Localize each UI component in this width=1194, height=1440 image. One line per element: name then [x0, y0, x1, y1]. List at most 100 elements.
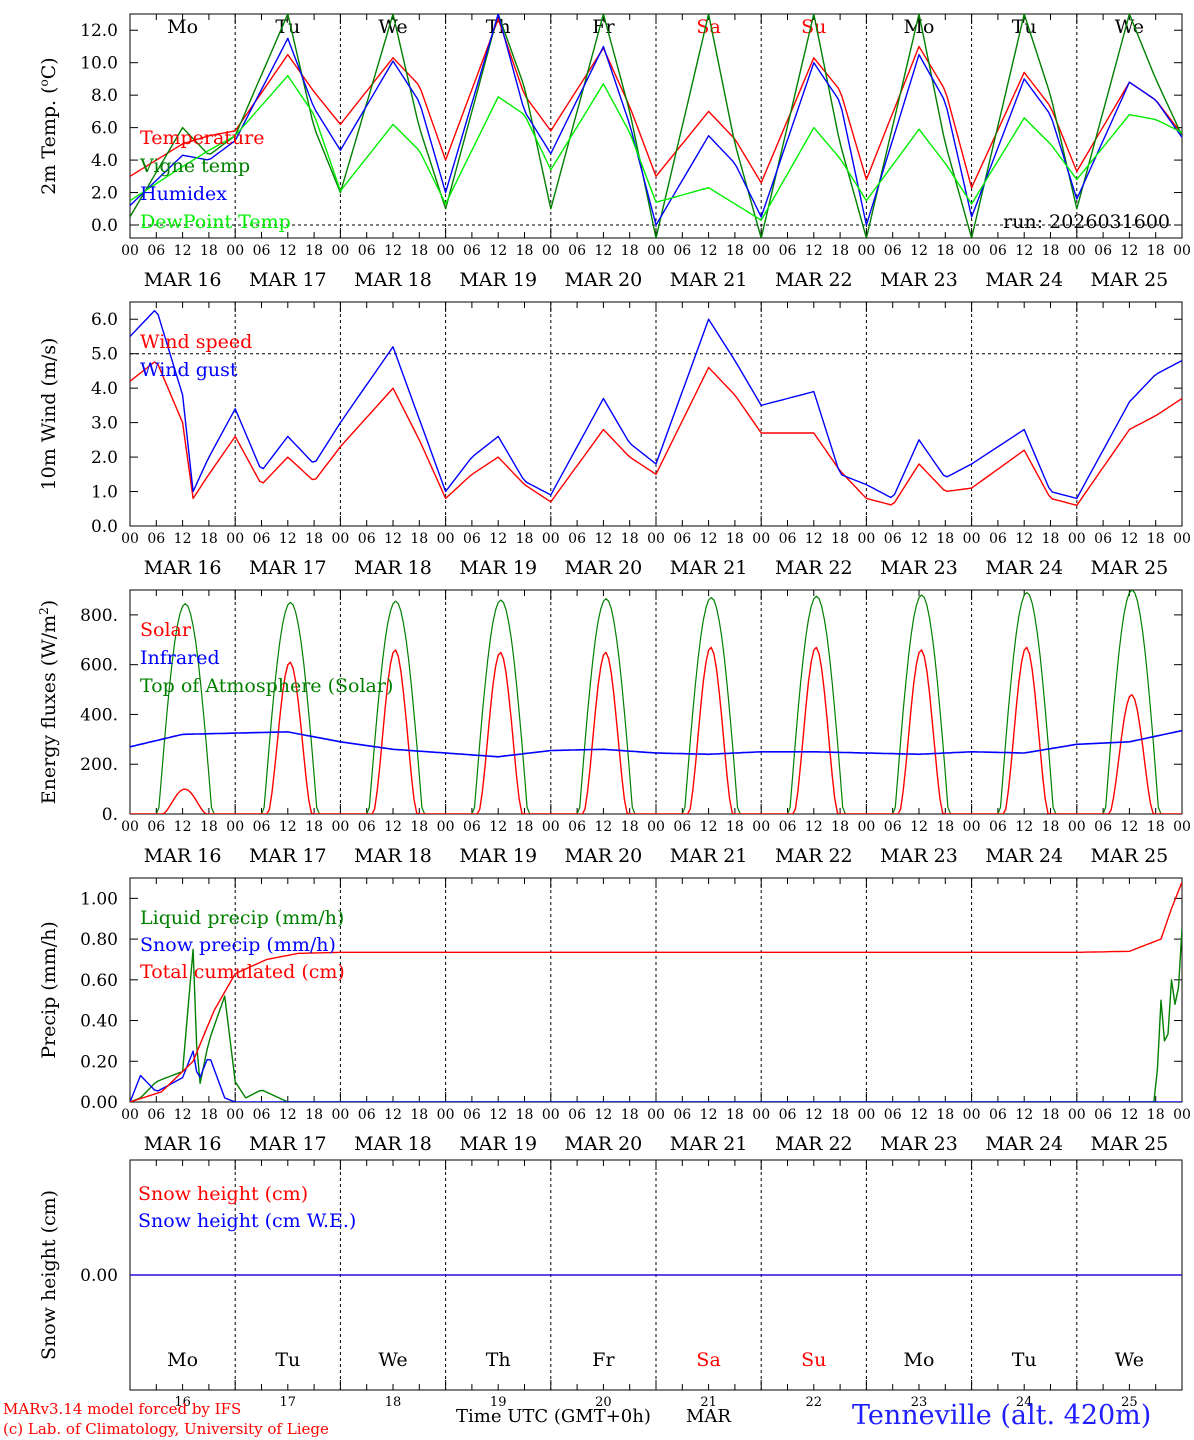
- x-hour-label: 06: [989, 243, 1007, 259]
- x-hour-label: 06: [147, 531, 165, 547]
- y-tick-label: 1.00: [80, 889, 118, 909]
- y-axis-title: Snow height (cm): [38, 1190, 60, 1360]
- x-hour-label: 06: [989, 1107, 1007, 1123]
- x-hour-label: 06: [673, 531, 691, 547]
- y-axis-title: Energy fluxes (W/m2): [37, 600, 60, 804]
- x-axis-title: Time UTC (GMT+0h): [456, 1406, 651, 1427]
- series-temperature: [130, 18, 1182, 189]
- x-hour-label: 06: [1094, 819, 1112, 835]
- x-hour-label: 00: [1173, 531, 1191, 547]
- y-tick-label: 600.: [80, 656, 118, 676]
- day-label: Sa: [696, 16, 720, 38]
- y-tick-label: 10.0: [80, 54, 118, 74]
- x-hour-label: 00: [857, 243, 875, 259]
- x-hour-label: 06: [989, 819, 1007, 835]
- x-hour-label: 12: [805, 243, 823, 259]
- y-tick-label: 0.20: [80, 1052, 118, 1072]
- day-label: Mo: [167, 16, 198, 38]
- x-hour-label: 18: [726, 243, 744, 259]
- day-label: We: [378, 16, 407, 38]
- x-hour-label: 12: [1120, 1107, 1138, 1123]
- legend-entry: Solar: [140, 619, 192, 641]
- x-date-label: MAR 20: [565, 557, 643, 579]
- x-date-label: MAR 23: [880, 269, 958, 291]
- y-tick-label: 4.0: [91, 151, 118, 171]
- x-date-label: MAR 22: [775, 1133, 853, 1155]
- x-hour-label: 00: [226, 1107, 244, 1123]
- x-hour-label: 18: [305, 1107, 323, 1123]
- x-date-label: MAR 20: [565, 269, 643, 291]
- x-date-label: MAR 21: [670, 1133, 748, 1155]
- plot-frame: [129, 589, 1183, 815]
- day-number: 18: [385, 1395, 402, 1410]
- x-hour-label: 18: [516, 531, 534, 547]
- x-hour-label: 12: [700, 531, 718, 547]
- day-label: Mo: [904, 1349, 935, 1371]
- x-hour-label: 12: [279, 819, 297, 835]
- x-hour-label: 06: [1094, 243, 1112, 259]
- x-hour-label: 12: [279, 531, 297, 547]
- x-hour-label: 00: [1173, 243, 1191, 259]
- x-hour-label: 06: [253, 243, 271, 259]
- legend-entry: DewPoint Temp: [140, 211, 291, 233]
- x-hour-label: 06: [884, 531, 902, 547]
- series-wind-speed: [130, 361, 1182, 506]
- day-label: Tu: [275, 16, 300, 38]
- x-date-label: MAR 24: [985, 845, 1063, 867]
- x-hour-label: 06: [568, 243, 586, 259]
- x-hour-label: 18: [936, 243, 954, 259]
- x-date-label: MAR 25: [1091, 845, 1169, 867]
- x-date-label: MAR 23: [880, 845, 958, 867]
- x-hour-label: 12: [805, 531, 823, 547]
- day-number: 19: [490, 1395, 507, 1410]
- x-hour-label: 12: [1015, 1107, 1033, 1123]
- x-hour-label: 18: [1042, 819, 1060, 835]
- legend-entry: Temperature: [140, 127, 264, 149]
- day-number: 24: [1016, 1395, 1033, 1410]
- x-hour-label: 12: [489, 531, 507, 547]
- x-date-label: MAR 19: [459, 557, 537, 579]
- x-date-label: MAR 23: [880, 1133, 958, 1155]
- day-label: Tu: [1012, 16, 1037, 38]
- x-date-label: MAR 17: [249, 557, 327, 579]
- x-date-label: MAR 17: [249, 845, 327, 867]
- x-hour-label: 00: [542, 1107, 560, 1123]
- x-date-label: MAR 19: [459, 1133, 537, 1155]
- x-hour-label: 12: [594, 243, 612, 259]
- day-number: 23: [911, 1395, 928, 1410]
- x-hour-label: 06: [253, 531, 271, 547]
- y-axis-title: 10m Wind (m/s): [38, 338, 60, 491]
- x-date-label: MAR 22: [775, 269, 853, 291]
- x-hour-label: 00: [121, 819, 139, 835]
- x-hour-label: 06: [463, 531, 481, 547]
- x-hour-label: 06: [884, 243, 902, 259]
- x-date-label: MAR 25: [1091, 1133, 1169, 1155]
- x-date-label: MAR 22: [775, 557, 853, 579]
- legend-entry: Snow precip (mm/h): [140, 934, 336, 956]
- x-date-label: MAR 21: [670, 557, 748, 579]
- series-humidex: [130, 14, 1182, 226]
- y-tick-label: 6.0: [91, 310, 118, 330]
- legend-entry: Vigne temp: [139, 155, 250, 177]
- x-date-label: MAR 18: [354, 845, 432, 867]
- x-hour-label: 18: [1147, 243, 1165, 259]
- x-hour-label: 00: [647, 819, 665, 835]
- day-number: 25: [1121, 1395, 1138, 1410]
- day-number: 16: [174, 1395, 191, 1410]
- x-hour-label: 00: [752, 819, 770, 835]
- x-hour-label: 06: [253, 819, 271, 835]
- y-tick-label: 800.: [80, 606, 118, 626]
- x-hour-label: 00: [226, 531, 244, 547]
- day-label: Su: [801, 1349, 826, 1371]
- legend-entry: Infrared: [140, 647, 220, 669]
- x-hour-label: 00: [1068, 243, 1086, 259]
- day-label: We: [1115, 16, 1144, 38]
- x-hour-label: 00: [647, 243, 665, 259]
- x-hour-label: 12: [279, 1107, 297, 1123]
- x-date-label: MAR 19: [459, 269, 537, 291]
- x-hour-label: 18: [410, 819, 428, 835]
- x-hour-label: 06: [884, 819, 902, 835]
- x-hour-label: 06: [463, 819, 481, 835]
- day-label: Tu: [1012, 1349, 1037, 1371]
- x-hour-label: 00: [857, 1107, 875, 1123]
